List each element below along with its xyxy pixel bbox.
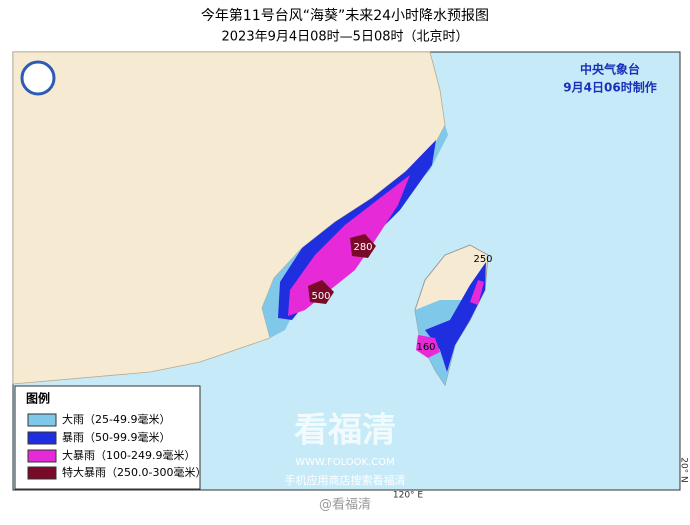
issue-time: 9月4日06时制作 bbox=[563, 80, 656, 95]
legend-swatch bbox=[27, 449, 57, 463]
rain-heavy-storm bbox=[288, 175, 410, 316]
legend-item: 特大暴雨（250.0-300毫米） bbox=[62, 465, 206, 479]
taiwan-rain-heavy-storm bbox=[470, 280, 484, 305]
legend-item: 暴雨（50-99.9毫米） bbox=[62, 430, 170, 444]
map-label: 250 bbox=[473, 254, 492, 265]
agency: 中央气象台 bbox=[580, 62, 640, 77]
rain-extreme-1 bbox=[350, 234, 376, 258]
legend-swatch bbox=[27, 466, 57, 480]
legend-item: 大暴雨（100-249.9毫米） bbox=[62, 448, 195, 462]
watermark-hint: 手机应用商店搜索看福清 bbox=[285, 473, 406, 487]
legend-title: 图例 bbox=[26, 391, 50, 406]
map-label: 160 bbox=[416, 342, 435, 353]
logo bbox=[20, 60, 56, 96]
longitude-label: 120° E bbox=[393, 491, 424, 501]
legend-swatch bbox=[27, 413, 57, 427]
watermark-account: @看福清 bbox=[319, 497, 371, 513]
watermark-site: WWW.FOLOOK.COM bbox=[295, 457, 395, 468]
watermark-brand: 看福清 bbox=[294, 411, 396, 451]
rain-extreme-2 bbox=[308, 280, 334, 304]
taiwan-rain-heavy-storm bbox=[416, 335, 440, 358]
taiwan-rain-storm bbox=[425, 262, 486, 372]
subtitle: 2023年9月4日08时—5日08时（北京时） bbox=[222, 30, 469, 45]
map-label: 280 bbox=[353, 242, 372, 253]
title: 今年第11号台风“海葵”未来24小时降水预报图 bbox=[201, 7, 489, 24]
latitude-label: 20° N bbox=[679, 457, 689, 483]
legend-swatch bbox=[27, 431, 57, 445]
legend-item: 大雨（25-49.9毫米） bbox=[62, 412, 170, 426]
map-label: 500 bbox=[311, 291, 330, 302]
